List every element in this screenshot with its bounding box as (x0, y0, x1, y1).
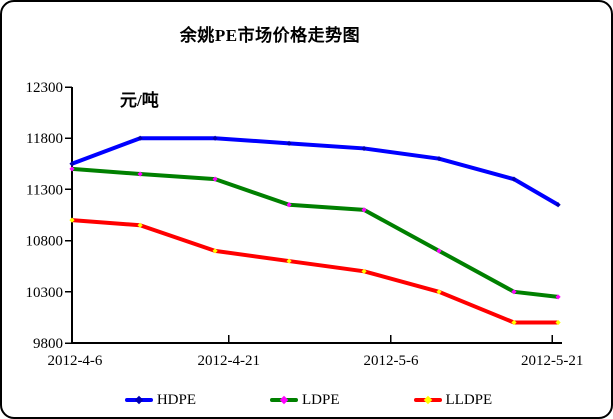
series-marker-lldpe (69, 217, 75, 223)
hdpe-marker-icon (134, 395, 144, 405)
legend-label-hdpe: HDPE (156, 392, 196, 408)
y-tick-label: 10300 (26, 285, 64, 301)
series-marker-hdpe (286, 140, 292, 146)
lldpe-marker-icon (423, 395, 432, 405)
hdpe-line-swatch-icon (124, 395, 153, 405)
y-tick-label: 11800 (26, 131, 63, 147)
series-marker-ldpe (555, 294, 561, 300)
y-axis-unit-label: 元/吨 (120, 91, 159, 110)
lldpe-line-swatch-icon (413, 395, 442, 405)
x-tick-label: 2012-4-21 (198, 353, 261, 369)
series-marker-ldpe (212, 176, 218, 182)
y-tick-label: 11300 (26, 182, 63, 198)
legend-label-lldpe: LLDPE (445, 392, 493, 408)
legend-item-ldpe: LDPE (270, 392, 340, 408)
series-marker-ldpe (511, 289, 517, 295)
ldpe-line-swatch-icon (270, 395, 298, 405)
y-tick-label: 10800 (26, 234, 64, 250)
ldpe-marker-icon (279, 395, 289, 405)
x-tick-label: 2012-5-21 (521, 353, 584, 369)
series-marker-lldpe (137, 222, 143, 228)
series-marker-hdpe (555, 202, 561, 208)
series-marker-hdpe (137, 135, 143, 141)
series-line-lldpe (71, 218, 559, 325)
series-line-hdpe (71, 136, 560, 207)
chart-title: 余姚PE市场价格走势图 (179, 26, 361, 45)
series-marker-lldpe (286, 258, 292, 264)
series-marker-ldpe (137, 171, 143, 177)
series-marker-ldpe (69, 166, 75, 172)
series-marker-hdpe (212, 135, 218, 141)
series-marker-lldpe (511, 319, 517, 326)
series-marker-lldpe (212, 248, 218, 254)
series-marker-lldpe (436, 289, 442, 295)
y-tick-label: 12300 (26, 80, 64, 96)
series-marker-lldpe (361, 268, 367, 274)
series-marker-lldpe (555, 319, 561, 326)
series-marker-ldpe (361, 207, 367, 213)
series-line-ldpe (71, 166, 559, 299)
series-marker-hdpe (436, 156, 442, 162)
legend-item-hdpe: HDPE (124, 392, 196, 408)
series-marker-hdpe (69, 161, 75, 167)
chart-legend: HDPE LDPE LLDPE (2, 392, 611, 408)
legend-label-ldpe: LDPE (302, 392, 340, 408)
y-tick-label: 9800 (33, 336, 63, 352)
x-tick-label: 2012-4-6 (47, 353, 102, 369)
series-marker-hdpe (361, 145, 367, 152)
series-marker-ldpe (286, 202, 292, 208)
legend-item-lldpe: LLDPE (413, 392, 493, 408)
x-tick-label: 2012-5-6 (363, 353, 418, 369)
series-marker-hdpe (511, 176, 517, 182)
series-marker-ldpe (436, 248, 442, 254)
